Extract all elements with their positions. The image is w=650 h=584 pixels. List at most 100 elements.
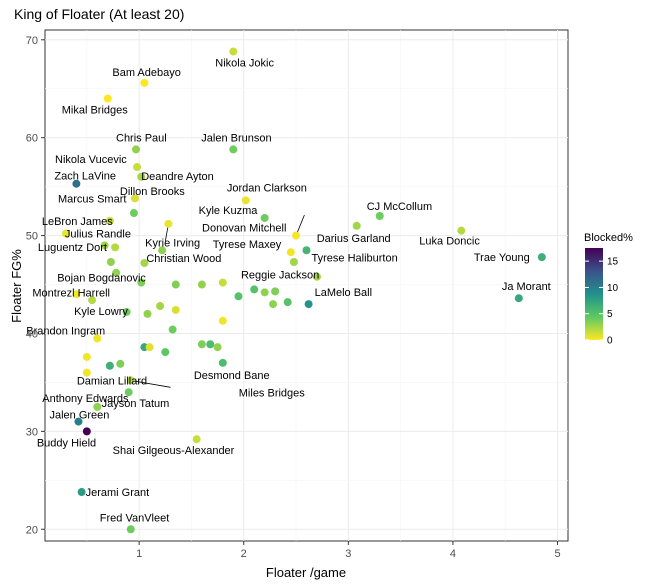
x-tick-label: 4: [450, 548, 456, 560]
point-label: LaMelo Ball: [315, 287, 372, 299]
scatter-point: [126, 525, 135, 534]
point-label: Buddy Hield: [37, 437, 96, 449]
point-label: Darius Garland: [317, 233, 391, 245]
scatter-point: [352, 221, 361, 230]
label-leader-line: [130, 380, 171, 388]
scatter-point: [234, 292, 243, 301]
x-axis-label: Floater /game: [266, 565, 346, 580]
scatter-point: [161, 348, 170, 357]
point-label: Donovan Mitchell: [202, 223, 286, 235]
plot-panel: [44, 29, 569, 542]
scatter-point: [143, 309, 152, 318]
point-label: LeBron James: [42, 216, 113, 228]
scatter-point: [88, 296, 97, 305]
scatter-point: [218, 278, 227, 287]
scatter-point: [82, 368, 91, 377]
x-tick-label: 1: [136, 548, 142, 560]
scatter-point: [82, 352, 91, 361]
scatter-point: [137, 172, 146, 181]
point-label: Deandre Ayton: [141, 171, 214, 183]
scatter-point: [145, 343, 154, 352]
legend-tick-label: 5: [607, 309, 613, 320]
scatter-point: [229, 145, 238, 154]
point-labels: Nikola Jokic Bam Adebayo Mikal Bridges Chri…: [26, 58, 550, 525]
scatter-point: [457, 226, 466, 235]
y-tick-label: 50: [26, 231, 38, 243]
scatter-point: [100, 241, 109, 250]
point-label: CJ McCollum: [367, 201, 432, 213]
point-label: Mikal Bridges: [62, 105, 129, 117]
point-label: Chris Paul: [116, 132, 167, 144]
scatter-point: [72, 290, 81, 299]
y-tick-label: 70: [26, 35, 38, 47]
legend: Blocked% 0 5 10 15: [584, 232, 633, 347]
scatter-point: [105, 216, 114, 225]
point-label: Marcus Smart: [58, 193, 126, 205]
scatter-point: [105, 361, 114, 370]
scatter-point: [197, 280, 206, 289]
scatter-point: [250, 285, 259, 294]
scatter-point: [133, 163, 142, 172]
point-label: Nikola Vucevic: [55, 154, 127, 166]
scatter-point: [218, 358, 227, 367]
point-label: Bam Adebayo: [112, 67, 180, 79]
scatter-point: [168, 325, 177, 334]
point-label: Jalen Brunson: [201, 132, 271, 144]
scatter-point: [218, 316, 227, 325]
point-label: Jerami Grant: [86, 487, 150, 499]
x-tick-label: 5: [554, 548, 560, 560]
point-label: Shai Gilgeous-Alexander: [113, 445, 235, 457]
y-axis-ticks: 20 30 40 50 60 70: [26, 35, 45, 536]
scatter-point: [302, 246, 311, 255]
point-label: Luka Doncic: [419, 236, 480, 248]
point-label: Montrezl Harrell: [32, 287, 110, 299]
scatter-point: [229, 47, 238, 56]
scatter-point: [171, 280, 180, 289]
scatter-point: [74, 417, 83, 426]
point-label: Julius Randle: [65, 229, 131, 241]
scatter-point: [93, 334, 102, 343]
scatter-point: [269, 300, 278, 309]
point-label: Miles Bridges: [239, 387, 306, 399]
y-tick-label: 20: [26, 524, 38, 536]
scatter-point: [241, 196, 250, 205]
point-label: Ja Morant: [502, 281, 551, 293]
scatter-point: [129, 209, 138, 218]
scatter-point: [171, 305, 180, 314]
scatter-point: [132, 145, 141, 154]
scatter-point: [111, 243, 120, 252]
point-label: Tyrese Haliburton: [312, 252, 398, 264]
scatter-point: [137, 278, 146, 287]
y-tick-label: 30: [26, 426, 38, 438]
y-tick-label: 60: [26, 133, 38, 145]
scatter-point: [213, 343, 222, 352]
data-points: [61, 47, 546, 534]
scatter-point: [312, 272, 321, 281]
point-label: Damian Lillard: [77, 376, 147, 388]
scatter-point: [103, 94, 112, 103]
scatter-point: [260, 213, 269, 222]
scatter-point: [375, 211, 384, 220]
point-label: Trae Young: [474, 252, 530, 264]
legend-title: Blocked%: [584, 232, 633, 244]
point-label: Desmond Bane: [194, 370, 270, 382]
point-label: Christian Wood: [146, 253, 221, 265]
x-tick-label: 2: [241, 548, 247, 560]
point-label: Kyle Kuzma: [199, 205, 259, 217]
legend-tick-label: 10: [607, 283, 619, 294]
scatter-point: [514, 294, 523, 303]
legend-colorbar: [585, 248, 603, 340]
point-label: Dillon Brooks: [120, 186, 185, 198]
scatter-point: [164, 219, 173, 228]
scatter-point: [124, 388, 133, 397]
point-label: Bojan Bogdanovic: [57, 273, 146, 285]
point-label: Zach LaVine: [54, 171, 116, 183]
scatter-point: [106, 258, 115, 267]
scatter-point: [304, 300, 313, 309]
scatter-point: [72, 179, 81, 188]
point-label: Luguentz Dort: [38, 242, 107, 254]
scatter-point: [260, 288, 269, 297]
point-label: Reggie Jackson: [241, 270, 319, 282]
scatter-point: [158, 246, 167, 255]
